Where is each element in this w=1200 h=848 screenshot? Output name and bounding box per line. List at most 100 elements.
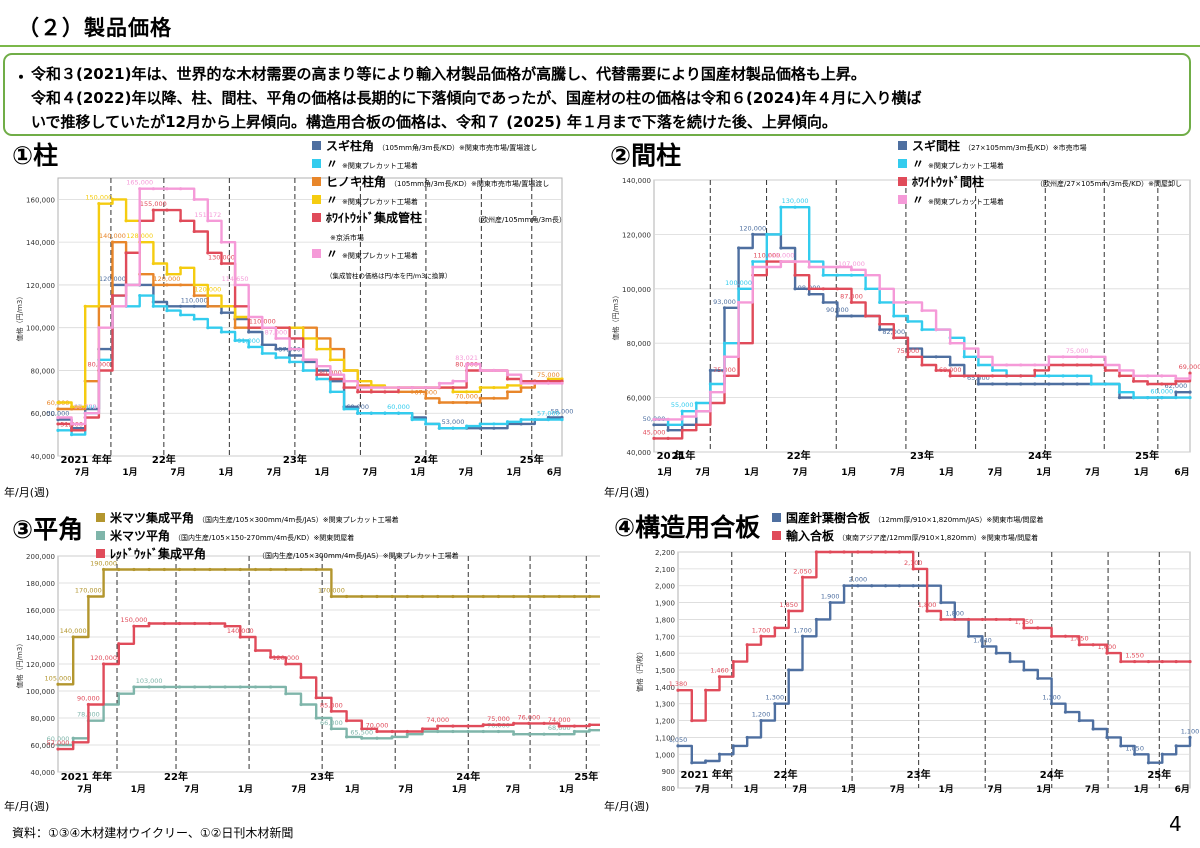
data-label: 1,380: [669, 680, 688, 688]
data-point: [375, 729, 379, 734]
x-year-label: 21年: [672, 449, 696, 462]
data-point: [849, 314, 854, 318]
data-point: [206, 219, 210, 223]
data-point: [1188, 396, 1192, 400]
data-point: [948, 374, 952, 378]
data-point: [793, 287, 797, 291]
legend-label: 国産針葉樹合板: [786, 512, 871, 525]
data-point: [206, 304, 210, 308]
data-point: [807, 292, 811, 296]
data-point: [546, 418, 550, 422]
data-label: 140,000: [99, 232, 126, 240]
data-point: [1174, 390, 1178, 394]
data-point: [56, 400, 60, 405]
data-point: [1117, 396, 1122, 400]
y-tick-label: 40,000: [627, 449, 652, 457]
data-label: 120,000: [739, 224, 766, 232]
x-month-label: 1月: [841, 784, 856, 795]
y-tick-label: 100,000: [26, 325, 55, 333]
data-point: [342, 407, 346, 411]
data-point: [1160, 382, 1164, 386]
data-point: [405, 729, 409, 734]
data-point: [1131, 379, 1136, 383]
data-point: [138, 187, 142, 191]
y-tick-label: 80,000: [31, 367, 56, 375]
data-point: [990, 374, 995, 378]
data-label: 110,000: [753, 252, 780, 260]
data-label: 151,172: [194, 211, 221, 219]
data-point: [870, 584, 874, 588]
data-point: [731, 659, 735, 664]
data-label: 170,000: [75, 587, 102, 595]
x-axis-label: 年/月(週): [4, 485, 49, 499]
data-point: [466, 724, 470, 728]
data-label: 1,100: [1181, 727, 1200, 735]
data-point: [299, 567, 303, 572]
data-point: [878, 322, 882, 326]
data-point: [505, 390, 510, 394]
y-tick-label: 1,200: [655, 718, 675, 726]
data-point: [722, 306, 727, 310]
data-point: [178, 304, 183, 308]
data-point: [1188, 735, 1192, 740]
x-year-label: 22年: [152, 453, 176, 466]
data-point: [1174, 744, 1178, 748]
data-point: [56, 428, 60, 432]
data-point: [800, 575, 805, 579]
data-point: [492, 422, 496, 426]
data-point: [787, 609, 791, 613]
data-point: [652, 436, 656, 440]
data-point: [1131, 374, 1136, 378]
data-point: [800, 634, 805, 638]
summary-box: ・ 令和３(2021)年は、世界的な木材需要の高まり等により輸入材製品価格が高騰…: [3, 53, 1191, 136]
data-point: [690, 761, 694, 765]
x-month-label: 7月: [792, 784, 807, 795]
legend-detail: ※関東プレカット工場着: [928, 161, 1004, 170]
y-tick-label: 120,000: [26, 282, 55, 290]
data-point: [976, 363, 981, 367]
data-point: [1103, 363, 1107, 367]
data-label: 55,000: [671, 401, 694, 409]
x-month-label: 7月: [77, 784, 92, 795]
y-tick-label: 900: [662, 768, 675, 776]
data-point: [481, 723, 485, 727]
data-point: [56, 682, 60, 686]
data-point: [1089, 382, 1093, 386]
data-point: [219, 330, 224, 334]
data-label: 120,000: [194, 286, 221, 294]
data-point: [1188, 374, 1192, 378]
data-point: [856, 550, 860, 554]
data-label: 1,700: [752, 626, 771, 634]
data-point: [405, 732, 409, 736]
y-tick-label: 1,300: [655, 701, 675, 709]
data-point: [344, 594, 349, 599]
data-point: [1019, 382, 1023, 386]
data-point: [451, 385, 455, 390]
data-point: [652, 423, 656, 427]
data-point: [920, 363, 924, 367]
data-point: [666, 436, 670, 440]
data-point: [793, 205, 797, 209]
data-point: [934, 355, 938, 359]
data-point: [86, 702, 90, 707]
data-point: [56, 415, 60, 420]
y-axis-label: 価格（円/枚）: [635, 648, 644, 692]
data-point: [132, 624, 136, 628]
data-point: [512, 721, 516, 725]
data-point: [883, 584, 888, 588]
data-point: [269, 685, 273, 689]
data-point: [863, 287, 868, 291]
data-label: 53,000: [442, 418, 465, 426]
data-label: 1,050: [669, 736, 688, 744]
data-point: [722, 341, 727, 345]
data-point: [773, 626, 777, 630]
data-point: [390, 594, 394, 599]
x-month-label: 1月: [410, 467, 425, 478]
data-point: [1091, 727, 1095, 731]
data-point: [492, 396, 496, 400]
data-point: [177, 567, 182, 572]
data-point: [315, 377, 319, 381]
data-point: [233, 326, 237, 330]
data-point: [492, 426, 496, 430]
data-point: [177, 621, 182, 626]
